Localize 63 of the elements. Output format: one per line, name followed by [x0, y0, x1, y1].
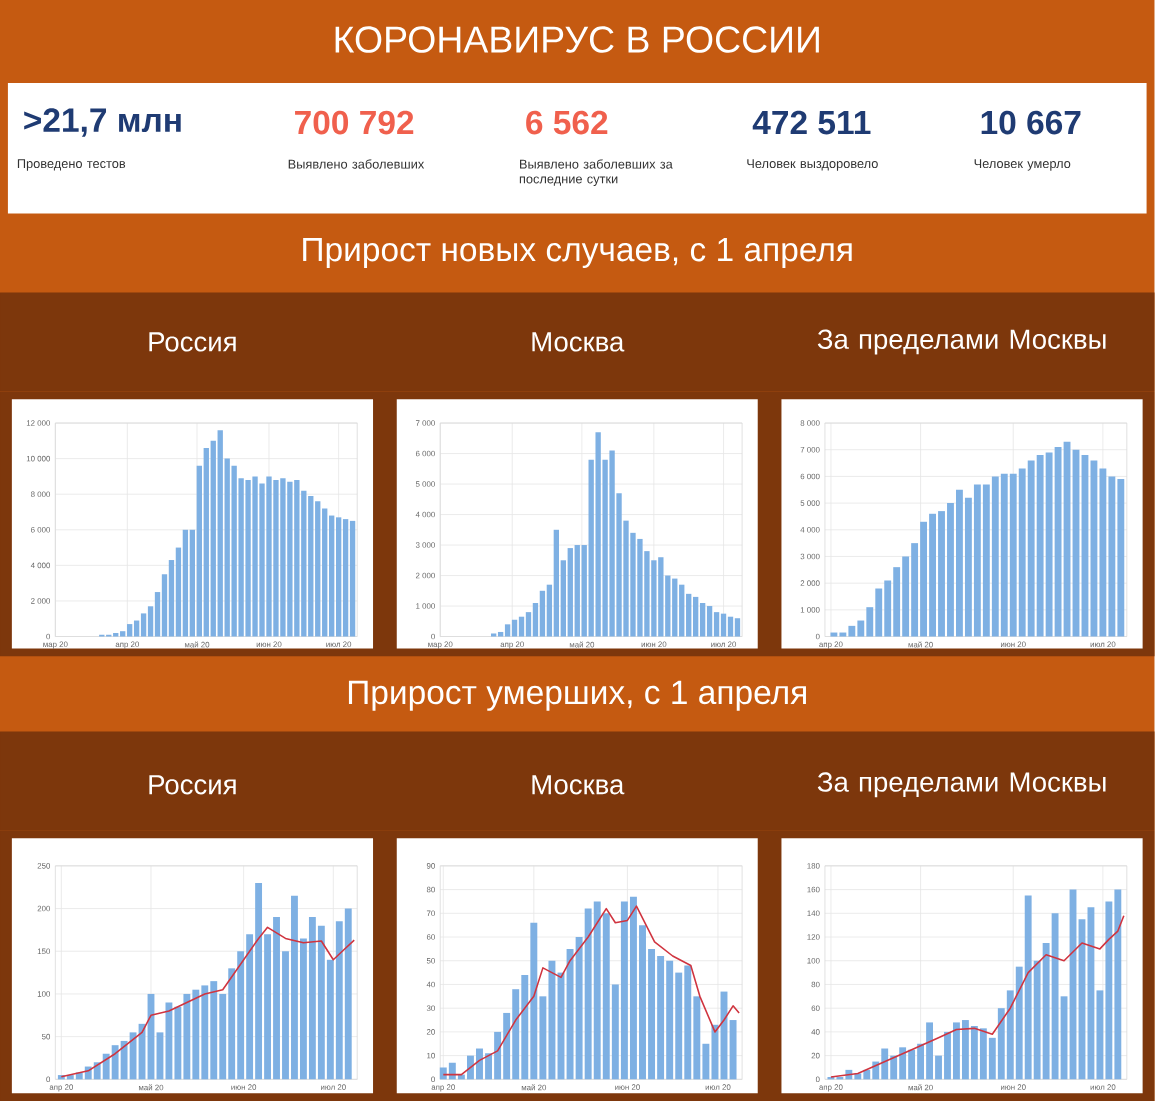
bar	[637, 539, 643, 637]
bar	[308, 496, 314, 637]
bar	[315, 501, 321, 637]
chart-title: Москва	[532, 775, 625, 795]
bar	[329, 515, 335, 637]
text: 700 792	[295, 111, 414, 135]
bar	[245, 480, 251, 637]
chart-title: За пределами Москвы	[817, 772, 1106, 798]
text: Прирост новых случаев, с 1 апреля	[303, 238, 852, 269]
bar	[120, 631, 126, 637]
bar	[713, 612, 720, 637]
bar	[672, 579, 678, 637]
bar	[203, 448, 209, 637]
chart-title: Россия	[149, 775, 236, 795]
bar	[252, 476, 258, 637]
bar	[511, 620, 518, 637]
bar	[567, 548, 573, 637]
bar	[287, 482, 293, 637]
bar	[699, 603, 706, 637]
bar	[133, 620, 140, 637]
text: >21,7 млн	[24, 108, 181, 138]
bar	[693, 597, 699, 637]
bar	[344, 908, 352, 1080]
bar	[280, 478, 286, 637]
chart-title: Россия	[149, 332, 236, 353]
bar	[182, 530, 189, 637]
bar	[335, 517, 342, 637]
bar	[553, 530, 560, 637]
bar	[539, 591, 546, 637]
bar	[727, 617, 734, 637]
bar	[574, 545, 580, 637]
text: Прирост умерших, с 1 апреля	[348, 681, 806, 712]
bar	[1051, 913, 1059, 1080]
chart-title: Москва	[532, 332, 625, 353]
text: КОРОНАВИРУС В РОССИИ	[335, 26, 819, 54]
text: 10 667	[981, 111, 1081, 135]
bar	[1054, 447, 1062, 637]
bar	[126, 624, 133, 637]
bar	[217, 430, 223, 637]
bar	[266, 476, 272, 637]
bar	[504, 624, 511, 637]
chart-title: За пределами Москвы	[817, 329, 1106, 355]
bar	[273, 480, 279, 637]
bar	[679, 585, 685, 637]
bar	[1090, 460, 1098, 637]
bar	[259, 483, 265, 637]
bar	[140, 613, 147, 637]
bar	[518, 617, 525, 637]
bar	[165, 1002, 173, 1080]
bar	[609, 450, 615, 637]
bar	[720, 614, 727, 637]
bar	[322, 508, 328, 637]
line-series	[442, 905, 740, 1076]
bar	[342, 519, 349, 637]
bar	[734, 618, 741, 637]
bar	[706, 606, 713, 637]
bar	[349, 521, 356, 637]
text: 472 511	[752, 111, 871, 135]
bar	[231, 466, 237, 637]
bar	[658, 557, 664, 637]
bar	[595, 432, 601, 637]
text: 6 562	[526, 111, 608, 135]
bar	[294, 480, 300, 637]
